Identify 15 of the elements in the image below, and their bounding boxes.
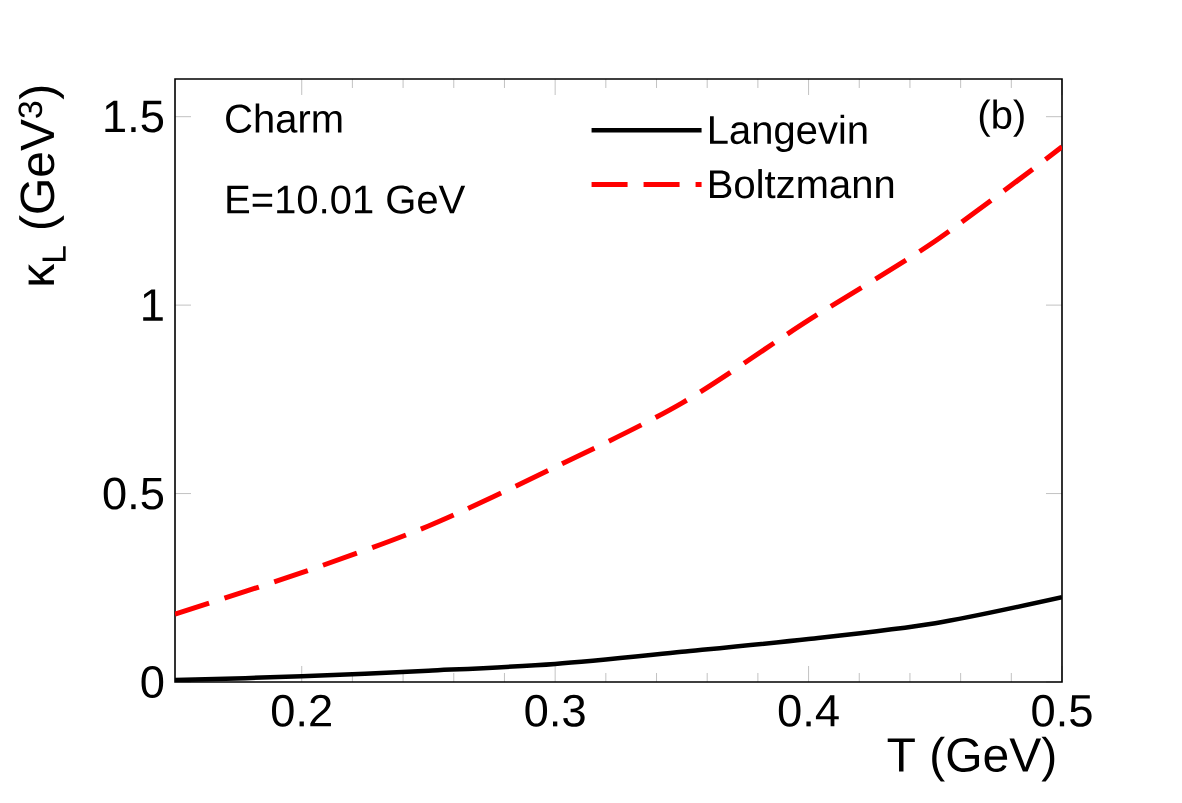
annotation: (b) <box>979 99 1024 137</box>
y-tick-label: 0 <box>141 665 164 699</box>
x-tick-label: 0.4 <box>778 694 839 727</box>
x-tick-label: 0.2 <box>271 694 331 727</box>
y-tick-label: 1.5 <box>105 100 164 133</box>
annotation: Charm <box>226 103 342 133</box>
x-axis-title: T (GeV) <box>887 736 1055 782</box>
legend-label: Langevin <box>710 114 867 153</box>
legend-label: Boltzmann <box>710 169 894 199</box>
y-tick-label: 1 <box>143 289 163 321</box>
y-tick-label: 0.5 <box>103 477 164 510</box>
annotation: E=10.01 GeV <box>227 185 466 214</box>
y-axis-title: κ$_{L}$ (GeV$^{3}$) <box>18 86 66 285</box>
x-tick-label: 0.5 <box>1032 694 1092 727</box>
x-tick-label: 0.3 <box>525 694 585 727</box>
